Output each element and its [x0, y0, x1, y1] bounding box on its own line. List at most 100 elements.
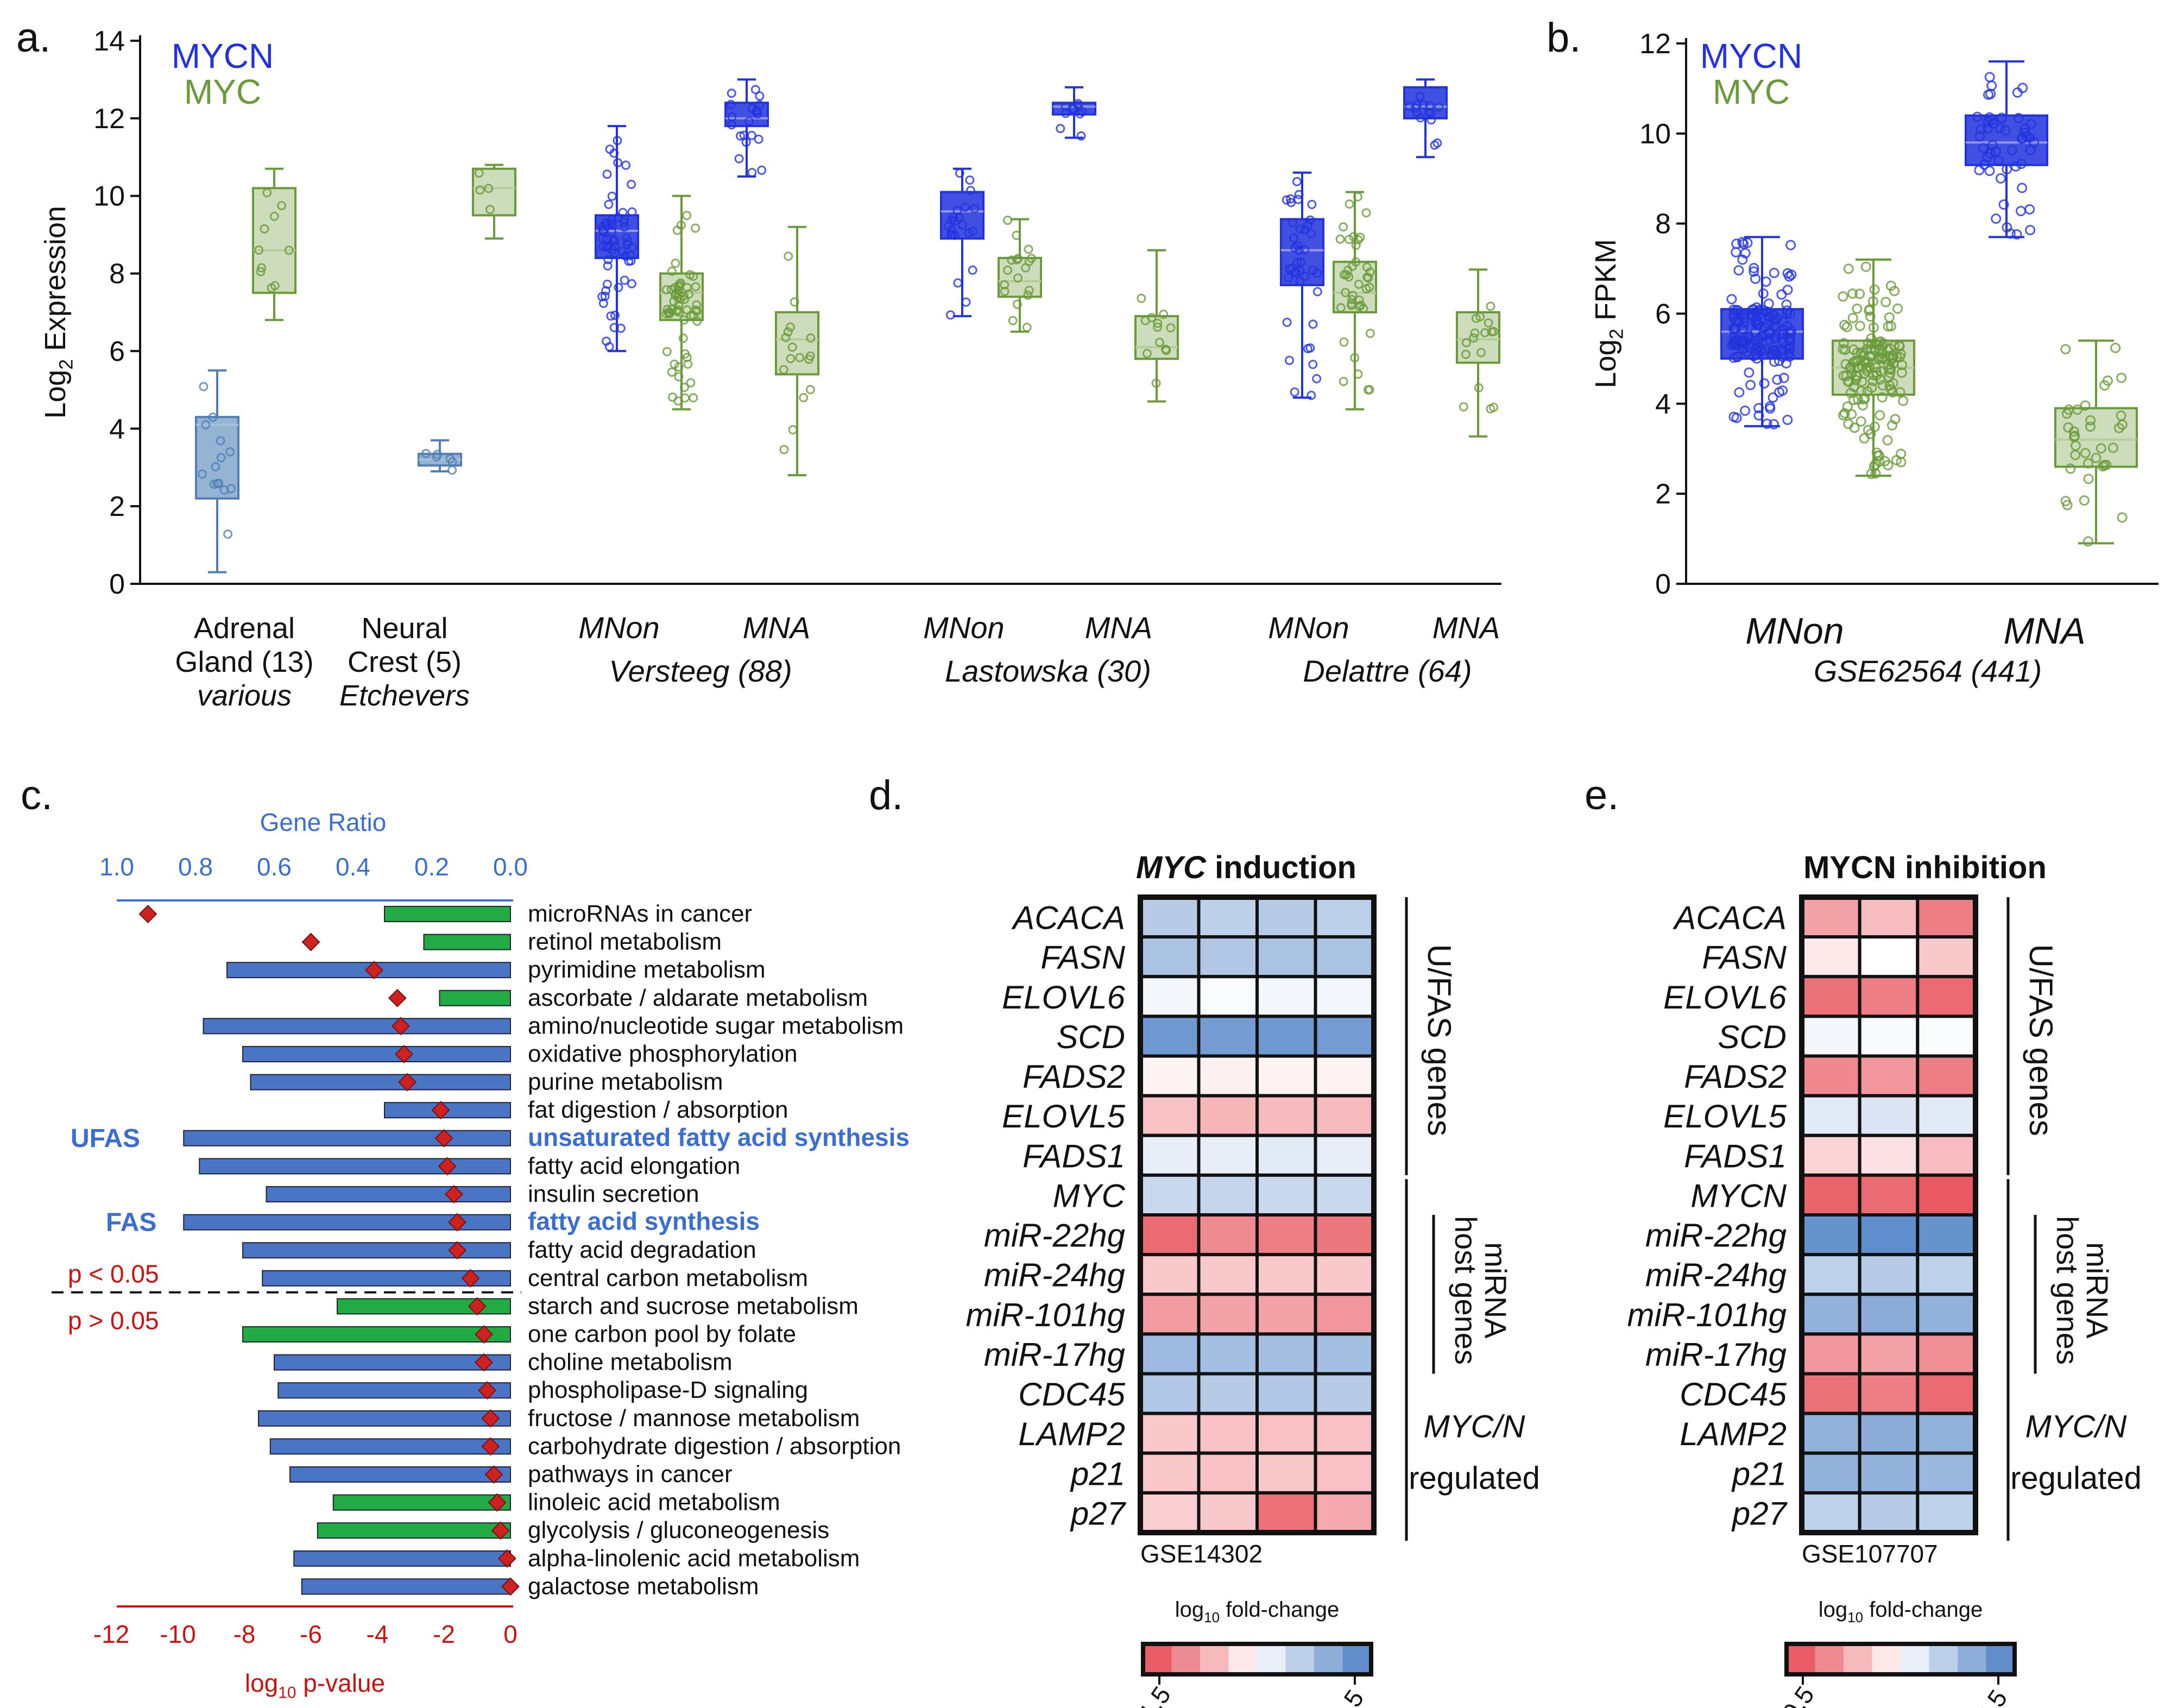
data-point	[679, 315, 689, 325]
box-mycn	[1720, 236, 1804, 430]
row-label: p21	[1731, 1455, 1787, 1492]
data-point	[621, 160, 631, 170]
data-point	[1887, 420, 1898, 431]
data-point	[1154, 337, 1164, 347]
data-point	[602, 243, 611, 253]
data-point	[609, 148, 619, 158]
heatmap-cell	[1314, 1173, 1375, 1217]
data-point	[2012, 87, 2023, 98]
heatmap-cell	[1800, 1014, 1861, 1058]
y-tick-label: 6	[109, 336, 125, 367]
data-point	[1284, 356, 1294, 365]
data-point	[610, 242, 620, 251]
heatmap-cell	[1916, 1094, 1977, 1137]
data-point	[1295, 266, 1305, 276]
data-point	[1339, 337, 1349, 347]
data-point	[1785, 329, 1796, 339]
y-tick-label: 14	[93, 26, 125, 57]
row-label: FADS2	[1684, 1058, 1787, 1095]
heatmap-cell	[1858, 896, 1920, 939]
dataset-label: Delattre (64)	[1303, 654, 1472, 688]
heatmap-cell	[1139, 1173, 1201, 1217]
data-point	[208, 412, 218, 422]
data-point	[1766, 349, 1777, 360]
data-point	[1861, 365, 1872, 376]
data-point	[784, 251, 793, 261]
category-label: unsaturated fatty acid synthesis	[528, 1123, 910, 1151]
data-point	[670, 282, 680, 292]
panel-label-a: a.	[16, 15, 51, 61]
y-tick-label: 12	[1639, 28, 1671, 60]
row-label: ELOVL5	[1002, 1098, 1125, 1135]
data-point	[965, 186, 975, 196]
data-point	[1430, 140, 1440, 150]
y-tick-label: 10	[1639, 118, 1671, 150]
bar-blue	[274, 1354, 511, 1371]
data-point	[1777, 351, 1788, 362]
data-point	[1892, 303, 1903, 314]
data-point	[1843, 263, 1854, 274]
data-point	[1854, 320, 1865, 331]
data-point	[2117, 512, 2128, 523]
data-point	[1480, 328, 1490, 338]
bottom-axis-title-sub: 10	[278, 1684, 296, 1702]
data-point	[1982, 123, 1993, 134]
data-point	[1461, 338, 1471, 348]
pvalue-diamond	[395, 1045, 413, 1063]
data-point	[1885, 368, 1896, 379]
row-label: CDC45	[1018, 1376, 1125, 1413]
data-point	[1461, 349, 1471, 359]
data-point	[474, 168, 484, 178]
data-point	[1847, 312, 1858, 323]
box-myc	[1333, 191, 1377, 411]
data-point	[1731, 314, 1741, 325]
pvalue-diamond	[448, 1241, 466, 1260]
data-point	[1415, 92, 1425, 102]
colorbar-segment	[1257, 1644, 1286, 1674]
data-point	[1982, 152, 1993, 162]
data-point	[1282, 317, 1292, 327]
data-point	[662, 346, 672, 356]
panel-label-d: d.	[869, 772, 903, 818]
y-tick-label: 2	[1655, 478, 1671, 510]
data-point	[1013, 273, 1023, 283]
subgroup-label: MNA	[743, 610, 810, 645]
data-point	[627, 179, 636, 189]
heatmap-cell	[1314, 1451, 1375, 1495]
colorbar-segment	[1171, 1644, 1200, 1674]
data-point	[1416, 113, 1425, 123]
data-point	[256, 267, 266, 276]
heatmap-cell	[1197, 1332, 1259, 1376]
data-point	[2024, 204, 2035, 215]
data-point	[1874, 450, 1885, 461]
data-point	[1300, 245, 1310, 255]
y-tick-label: 6	[1655, 299, 1671, 330]
row-label: SCD	[1056, 1019, 1125, 1055]
box-myc	[2054, 339, 2138, 547]
data-point	[2107, 442, 2118, 453]
data-point	[1877, 353, 1888, 364]
data-point	[1151, 379, 1161, 388]
data-point	[601, 286, 611, 295]
data-point	[1756, 331, 1766, 342]
y-axis-title-rest: Expression	[39, 206, 72, 359]
top-tick-label: 0.6	[257, 853, 292, 881]
data-point	[485, 205, 495, 215]
heatmap-cell	[1916, 1213, 1977, 1257]
heatmap-cell	[1916, 1451, 1977, 1495]
data-point	[1782, 305, 1793, 316]
colorbar-tick-label: -0.5	[1772, 1681, 1820, 1708]
data-point	[674, 300, 684, 310]
pvalue-diamond	[398, 1073, 417, 1092]
x-label-mna: MNA	[2003, 610, 2085, 652]
data-point	[1872, 340, 1883, 351]
row-label: ELOVL5	[1663, 1098, 1787, 1135]
category-label: fatty acid elongation	[528, 1152, 740, 1179]
group-label-mirna: miRNA	[1479, 1242, 1513, 1339]
data-point	[1749, 263, 1759, 274]
data-point	[692, 317, 702, 326]
heatmap-cell	[1800, 1411, 1861, 1455]
data-point	[1869, 284, 1880, 295]
colorbar-title-main: log	[1819, 1598, 1847, 1622]
colorbar-segment	[1958, 1644, 1986, 1674]
